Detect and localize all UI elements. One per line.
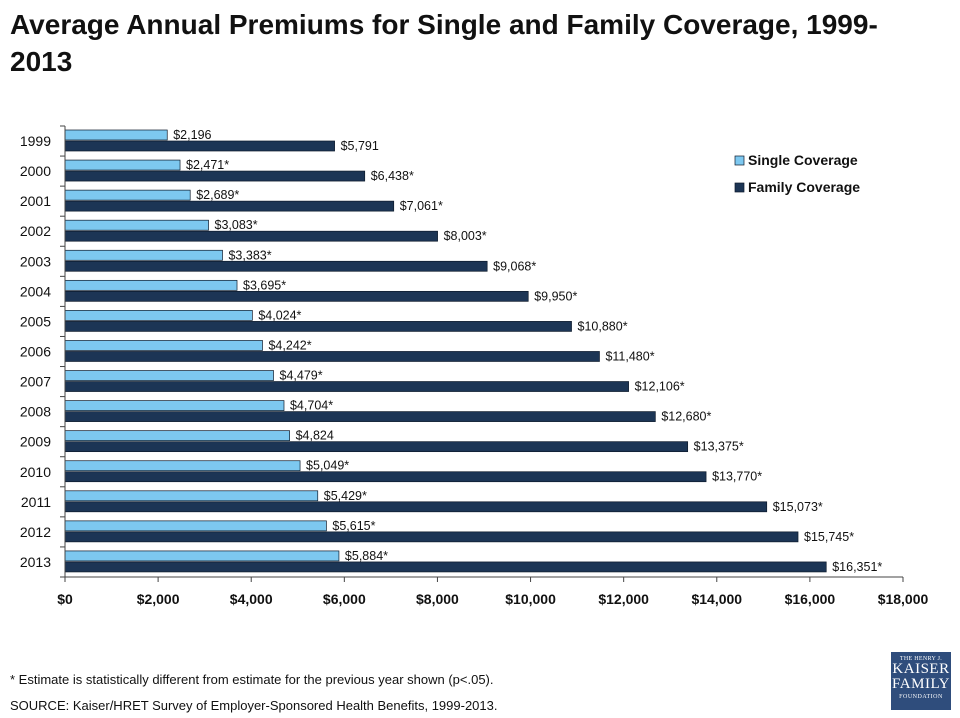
- single-coverage-value-label: $3,383*: [228, 248, 271, 262]
- family-coverage-value-label: $15,745*: [804, 530, 854, 544]
- family-coverage-value-label: $9,950*: [534, 289, 577, 303]
- logo-line: FOUNDATION: [899, 694, 943, 700]
- x-tick-label: $18,000: [878, 591, 929, 607]
- family-coverage-value-label: $12,680*: [661, 410, 711, 424]
- year-label: 2011: [21, 494, 51, 510]
- logo-line: FAMILY: [892, 676, 950, 692]
- x-tick-label: $6,000: [323, 591, 366, 607]
- single-coverage-value-label: $4,704*: [290, 399, 333, 413]
- single-coverage-value-label: $2,689*: [196, 188, 239, 202]
- single-coverage-bar: [64, 340, 263, 351]
- family-coverage-bar: [64, 381, 629, 392]
- x-tick-label: $16,000: [785, 591, 836, 607]
- year-label: 2005: [20, 313, 51, 329]
- single-coverage-value-label: $4,824: [296, 429, 334, 443]
- legend-label-single: Single Coverage: [748, 152, 858, 168]
- year-label: 2006: [20, 344, 51, 360]
- family-coverage-bar: [64, 170, 366, 182]
- family-coverage-bar: [64, 411, 656, 422]
- single-coverage-value-label: $3,695*: [243, 278, 286, 292]
- x-tick-label: $0: [57, 591, 73, 607]
- bar-chart: 1999 $2,196 $5,791 2000 $2,471* $6,438* 2001 $2…: [20, 125, 929, 607]
- legend-label-family: Family Coverage: [748, 179, 860, 195]
- year-label: 2012: [20, 524, 51, 540]
- year-label: 2002: [20, 223, 51, 239]
- logo-line: THE HENRY J.: [899, 656, 943, 662]
- single-coverage-value-label: $5,884*: [345, 549, 388, 563]
- single-coverage-value-label: $2,471*: [186, 158, 229, 172]
- single-coverage-value-label: $5,429*: [324, 489, 367, 503]
- single-coverage-bar: [64, 219, 209, 231]
- x-tick-label: $8,000: [416, 591, 459, 607]
- family-coverage-value-label: $5,791: [341, 139, 379, 153]
- family-coverage-value-label: $16,351*: [832, 560, 882, 574]
- logo-line: KAISER: [892, 661, 950, 677]
- single-coverage-bar: [64, 189, 191, 201]
- family-coverage-value-label: $12,106*: [635, 380, 685, 394]
- single-coverage-bar: [64, 490, 319, 502]
- single-coverage-bar: [64, 279, 238, 291]
- legend-swatch-single: [734, 155, 745, 166]
- family-coverage-bar: [64, 260, 488, 272]
- family-coverage-bar: [64, 441, 689, 453]
- family-coverage-bar: [64, 321, 572, 332]
- year-label: 2001: [20, 193, 51, 209]
- year-label: 2000: [20, 163, 51, 179]
- single-coverage-bar: [64, 430, 290, 442]
- single-coverage-bar: [64, 129, 168, 141]
- single-coverage-bar: [64, 520, 327, 532]
- x-tick-label: $12,000: [598, 591, 649, 607]
- year-label: 2003: [20, 253, 51, 269]
- single-coverage-bar: [64, 159, 181, 171]
- family-coverage-value-label: $10,880*: [578, 319, 628, 333]
- single-coverage-value-label: $4,479*: [280, 369, 323, 383]
- legend-swatch-family: [734, 182, 745, 193]
- single-coverage-bar: [64, 550, 340, 562]
- family-coverage-value-label: $15,073*: [773, 500, 823, 514]
- year-label: 2008: [20, 404, 51, 420]
- single-coverage-value-label: $5,049*: [306, 459, 349, 473]
- family-coverage-bar: [64, 531, 799, 543]
- single-coverage-bar: [64, 249, 223, 261]
- family-coverage-value-label: $11,480*: [605, 349, 654, 363]
- year-label: 1999: [20, 133, 51, 149]
- x-tick-label: $14,000: [691, 591, 742, 607]
- family-coverage-bar: [64, 290, 529, 302]
- family-coverage-bar: [64, 561, 827, 573]
- chart-title: Average Annual Premiums for Single and F…: [10, 9, 878, 77]
- single-coverage-value-label: $2,196: [173, 128, 211, 142]
- single-coverage-value-label: $3,083*: [215, 218, 258, 232]
- kaiser-family-foundation-logo: THE HENRY J. KAISER FAMILY FOUNDATION: [891, 652, 951, 710]
- single-coverage-value-label: $5,615*: [332, 519, 375, 533]
- year-label: 2010: [20, 464, 51, 480]
- year-label: 2007: [20, 374, 51, 390]
- single-coverage-bar: [64, 400, 285, 411]
- single-coverage-bar: [64, 310, 253, 321]
- family-coverage-value-label: $13,375*: [694, 440, 744, 454]
- family-coverage-bar: [64, 140, 335, 152]
- footnote: * Estimate is statistically different fr…: [10, 672, 494, 687]
- family-coverage-value-label: $7,061*: [400, 199, 443, 213]
- x-tick-label: $4,000: [230, 591, 273, 607]
- family-coverage-bar: [64, 501, 768, 513]
- family-coverage-bar: [64, 351, 600, 362]
- family-coverage-value-label: $6,438*: [371, 169, 414, 183]
- family-coverage-bar: [64, 471, 707, 483]
- family-coverage-bar: [64, 200, 395, 212]
- family-coverage-bar: [64, 230, 438, 242]
- single-coverage-bar: [64, 460, 301, 472]
- year-label: 2009: [20, 434, 51, 450]
- family-coverage-value-label: $9,068*: [493, 259, 536, 273]
- single-coverage-value-label: $4,242*: [268, 338, 311, 352]
- x-tick-label: $10,000: [505, 591, 556, 607]
- family-coverage-value-label: $8,003*: [444, 229, 487, 243]
- year-label: 2004: [20, 283, 51, 299]
- source-note: SOURCE: Kaiser/HRET Survey of Employer-S…: [10, 698, 498, 713]
- x-tick-label: $2,000: [137, 591, 180, 607]
- single-coverage-bar: [64, 370, 274, 381]
- single-coverage-value-label: $4,024*: [258, 308, 301, 322]
- year-label: 2013: [20, 554, 51, 570]
- family-coverage-value-label: $13,770*: [712, 470, 762, 484]
